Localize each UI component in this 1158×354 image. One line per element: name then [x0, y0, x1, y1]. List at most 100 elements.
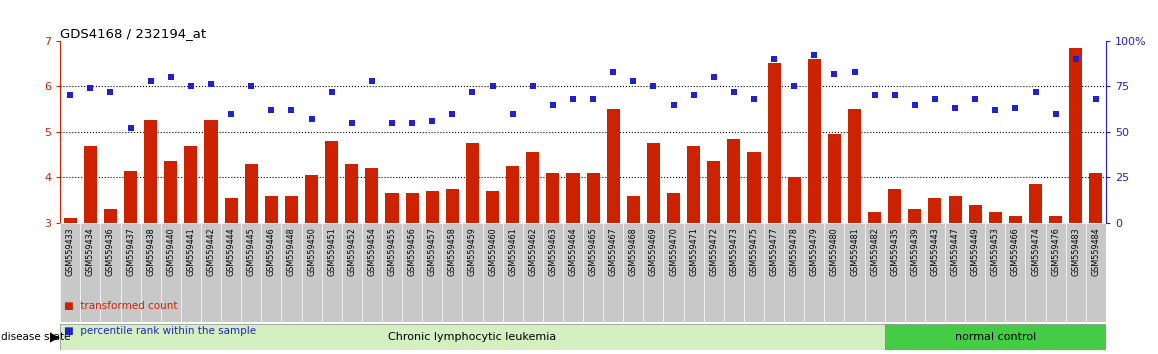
- Bar: [181, 223, 201, 322]
- Bar: [205, 120, 218, 223]
- Bar: [462, 223, 483, 322]
- Bar: [345, 164, 358, 223]
- Bar: [747, 152, 761, 223]
- Bar: [945, 223, 965, 322]
- Point: [61, 92, 80, 98]
- Text: GSM559443: GSM559443: [931, 227, 939, 276]
- Text: disease state: disease state: [1, 332, 71, 342]
- Text: Chronic lymphocytic leukemia: Chronic lymphocytic leukemia: [388, 332, 557, 342]
- Bar: [868, 212, 881, 223]
- Point: [584, 96, 602, 102]
- Bar: [948, 196, 961, 223]
- Text: GSM559453: GSM559453: [991, 227, 999, 276]
- Point: [946, 105, 965, 111]
- Text: ▶: ▶: [50, 330, 59, 343]
- Point: [1067, 56, 1085, 62]
- Bar: [322, 223, 342, 322]
- Bar: [582, 223, 603, 322]
- Bar: [285, 196, 298, 223]
- Bar: [848, 109, 862, 223]
- Point: [483, 84, 501, 89]
- Text: ■  percentile rank within the sample: ■ percentile rank within the sample: [64, 326, 256, 336]
- Bar: [603, 223, 623, 322]
- Bar: [885, 223, 904, 322]
- Bar: [1009, 216, 1021, 223]
- Text: GSM559466: GSM559466: [1011, 227, 1020, 276]
- Text: GSM559434: GSM559434: [86, 227, 95, 276]
- Point: [543, 102, 562, 107]
- Bar: [1026, 223, 1046, 322]
- Bar: [647, 143, 660, 223]
- Text: GSM559476: GSM559476: [1051, 227, 1060, 276]
- Bar: [644, 223, 664, 322]
- Point: [403, 120, 422, 126]
- Bar: [667, 193, 680, 223]
- Point: [764, 56, 783, 62]
- Bar: [325, 141, 338, 223]
- Bar: [423, 223, 442, 322]
- Bar: [543, 223, 563, 322]
- Bar: [442, 223, 462, 322]
- Point: [826, 71, 844, 76]
- Text: GSM559473: GSM559473: [730, 227, 739, 276]
- Point: [383, 120, 402, 126]
- Bar: [466, 143, 479, 223]
- Point: [343, 120, 361, 126]
- Point: [725, 89, 743, 95]
- Text: ■  transformed count: ■ transformed count: [64, 301, 177, 311]
- Text: GSM559447: GSM559447: [951, 227, 960, 276]
- Bar: [664, 223, 683, 322]
- Point: [704, 74, 723, 80]
- Bar: [522, 223, 543, 322]
- Point: [101, 89, 119, 95]
- Bar: [503, 223, 522, 322]
- Point: [262, 107, 280, 113]
- Bar: [764, 223, 784, 322]
- Text: GSM559459: GSM559459: [468, 227, 477, 276]
- Point: [604, 69, 623, 75]
- Bar: [221, 223, 241, 322]
- Text: GSM559444: GSM559444: [227, 227, 235, 276]
- Text: GSM559452: GSM559452: [347, 227, 357, 276]
- Text: GSM559461: GSM559461: [508, 227, 518, 276]
- Point: [362, 78, 381, 84]
- Bar: [301, 223, 322, 322]
- Bar: [623, 223, 644, 322]
- Text: GSM559455: GSM559455: [388, 227, 396, 276]
- Point: [242, 84, 261, 89]
- Point: [1006, 105, 1025, 111]
- Point: [925, 96, 944, 102]
- Point: [985, 107, 1004, 113]
- Text: GSM559470: GSM559470: [669, 227, 679, 276]
- Bar: [161, 223, 181, 322]
- Bar: [724, 223, 743, 322]
- Point: [81, 85, 100, 91]
- Bar: [727, 139, 740, 223]
- Text: GSM559480: GSM559480: [830, 227, 838, 276]
- Bar: [929, 198, 941, 223]
- Point: [845, 69, 864, 75]
- Text: GSM559472: GSM559472: [709, 227, 718, 276]
- Bar: [1005, 223, 1026, 322]
- Point: [423, 118, 441, 124]
- Bar: [563, 223, 582, 322]
- Text: GSM559460: GSM559460: [488, 227, 497, 276]
- Bar: [366, 169, 379, 223]
- Bar: [342, 223, 361, 322]
- Bar: [985, 223, 1005, 322]
- Text: GSM559462: GSM559462: [528, 227, 537, 276]
- Text: GSM559445: GSM559445: [247, 227, 256, 276]
- Point: [523, 84, 542, 89]
- Point: [745, 96, 763, 102]
- Bar: [120, 223, 140, 322]
- Bar: [124, 171, 137, 223]
- Point: [283, 107, 301, 113]
- Bar: [386, 193, 398, 223]
- Text: GSM559435: GSM559435: [891, 227, 900, 276]
- Text: GSM559477: GSM559477: [770, 227, 778, 276]
- Point: [624, 78, 643, 84]
- Bar: [626, 196, 640, 223]
- Bar: [808, 59, 821, 223]
- Text: GSM559468: GSM559468: [629, 227, 638, 276]
- Bar: [805, 223, 824, 322]
